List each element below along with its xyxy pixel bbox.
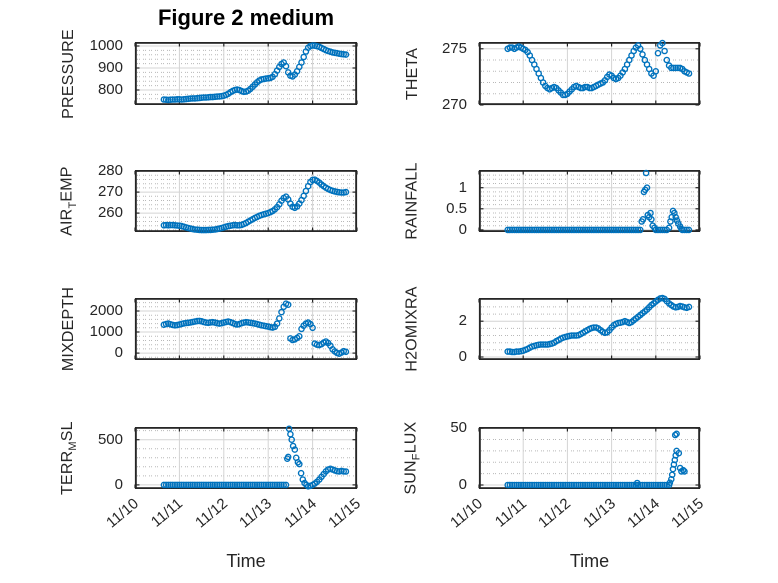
plot-area-theta — [478, 39, 701, 106]
y-tick-label: 900 — [97, 58, 123, 76]
y-tick-label: 1000 — [89, 36, 123, 54]
y-axis-label-pressure: PRESSURE — [60, 28, 77, 119]
subplot-mixdepth: 0 1000 2000 MIXDEPTH — [60, 287, 358, 371]
y-tick-label: 800 — [97, 81, 123, 99]
y-tick-label: 0 — [458, 347, 467, 365]
y-axis-label-mixdepth: MIXDEPTH — [60, 286, 77, 372]
plot-area-air-temp — [134, 169, 358, 234]
y-tick-label: 0 — [114, 475, 123, 493]
y-tick-label: 0.5 — [446, 199, 467, 217]
y-tick-label: 1000 — [89, 323, 123, 341]
x-axis-title: Time — [226, 551, 266, 571]
y-tick-label: 50 — [450, 419, 467, 437]
plot-area-terr-msl — [134, 425, 358, 490]
subplot-terr-msl: 0 500 TERRMSL 11/10 11/11 11/12 11/13 11/14 11/1… — [59, 421, 364, 571]
y-tick-label: 275 — [441, 39, 467, 57]
subplot-rainfall: 0 0.5 1 RAINFALL — [404, 162, 701, 240]
y-tick-label: 270 — [441, 96, 467, 113]
y-axis-label-terr-msl: TERRMSL — [58, 421, 80, 495]
y-tick-label: 1 — [458, 178, 467, 196]
y-axis-label-theta: THETA — [404, 47, 422, 100]
y-tick-label: 0 — [458, 220, 467, 238]
y-tick-label: 500 — [97, 430, 123, 448]
y-tick-label: 2000 — [89, 302, 123, 320]
subplot-theta: 270 275 THETA — [404, 39, 701, 113]
x-axis-title: Time — [569, 551, 610, 571]
figure-title: Figure 2 medium — [157, 5, 335, 30]
y-axis-label-h2omixra: H2OMIXRA — [404, 286, 422, 372]
plot-area-mixdepth — [134, 297, 358, 361]
y-tick-label: 270 — [97, 183, 123, 201]
subplot-h2omixra: 0 2 H2OMIXRA — [404, 286, 701, 372]
subplot-pressure: 800 900 1000 PRESSURE — [60, 29, 358, 118]
y-tick-label: 0 — [458, 476, 467, 494]
y-axis-label-sun-flux: SUNFLUX — [402, 421, 424, 495]
y-axis-label-air-temp: AIRTEMP — [58, 166, 80, 236]
subplot-air-temp: 260 270 280 AIRTEMP — [59, 162, 358, 236]
subplot-sun-flux: 0 50 SUNFLUX 11/10 11/11 11/12 11/13 11/14 11/15… — [403, 419, 707, 571]
plot-area-rainfall — [478, 169, 701, 234]
y-tick-label: 260 — [97, 204, 123, 222]
y-tick-label: 280 — [97, 162, 123, 180]
plot-area-sun-flux — [478, 426, 701, 490]
plot-area-pressure — [134, 41, 358, 106]
y-tick-label: 0 — [114, 344, 123, 362]
y-axis-label-rainfall: RAINFALL — [404, 162, 421, 240]
y-tick-label: 2 — [458, 312, 467, 330]
plot-area-h2omixra — [478, 294, 701, 361]
